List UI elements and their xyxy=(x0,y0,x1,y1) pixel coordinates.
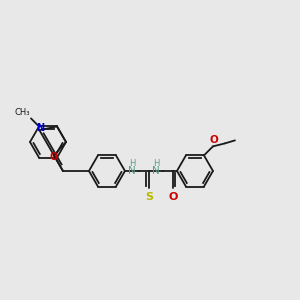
Text: CH₃: CH₃ xyxy=(14,108,30,117)
Text: N: N xyxy=(36,123,44,133)
Text: O: O xyxy=(168,192,178,202)
Text: S: S xyxy=(145,192,153,202)
Text: N: N xyxy=(128,166,136,176)
Text: H: H xyxy=(153,159,159,168)
Text: H: H xyxy=(129,159,135,168)
Text: O: O xyxy=(50,152,58,162)
Text: O: O xyxy=(210,135,218,146)
Text: N: N xyxy=(152,166,160,176)
